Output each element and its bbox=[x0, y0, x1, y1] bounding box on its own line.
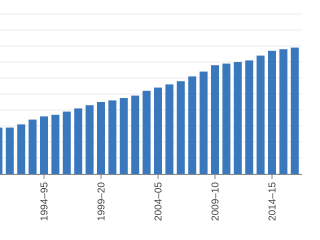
bar bbox=[51, 114, 60, 174]
bar bbox=[85, 105, 94, 174]
bar bbox=[256, 55, 265, 174]
bar bbox=[28, 119, 37, 174]
x-tick-label: 2004–05 bbox=[154, 182, 165, 221]
x-tick-label: 1999–20 bbox=[97, 182, 108, 221]
x-tick-label: 2014–15 bbox=[268, 182, 279, 221]
bar bbox=[233, 62, 242, 174]
bar bbox=[17, 124, 26, 174]
bar bbox=[290, 47, 299, 174]
bar bbox=[176, 81, 185, 174]
bar bbox=[97, 102, 105, 174]
bar bbox=[188, 76, 197, 174]
bar bbox=[199, 71, 208, 174]
bar bbox=[0, 127, 3, 174]
x-tick-label: 1994–95 bbox=[40, 182, 51, 221]
bar bbox=[74, 108, 83, 174]
bar bbox=[108, 100, 117, 174]
bar bbox=[119, 98, 128, 174]
bar bbox=[5, 127, 14, 174]
bar bbox=[222, 63, 231, 174]
bar bbox=[165, 84, 174, 174]
bar bbox=[245, 60, 254, 174]
x-tick-label: 2009–10 bbox=[211, 182, 222, 221]
bar bbox=[279, 49, 288, 175]
bar bbox=[142, 90, 151, 174]
bar bbox=[154, 87, 162, 174]
bar bbox=[211, 65, 219, 174]
chart: 0123456789101994–951999–202004–052009–10… bbox=[0, 13, 302, 221]
bar bbox=[268, 50, 276, 174]
bar bbox=[62, 111, 71, 174]
bar bbox=[40, 116, 48, 174]
bar bbox=[131, 95, 140, 174]
